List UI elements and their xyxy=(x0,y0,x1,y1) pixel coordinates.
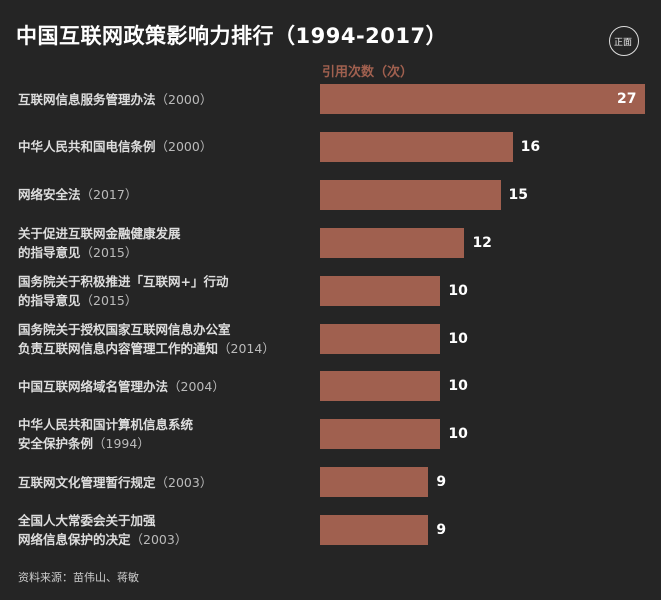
category-year: （2017） xyxy=(80,187,138,203)
bar xyxy=(320,467,429,498)
category-label: 互联网信息服务管理办法（2000） xyxy=(18,76,318,122)
data-label: 15 xyxy=(508,186,529,203)
bar-row: 中国互联网络域名管理办法（2004） 10 xyxy=(0,363,661,409)
bar-row: 国务院关于授权国家互联网信息办公室负责互联网信息内容管理工作的通知（2014） 1… xyxy=(0,316,661,362)
category-label: 互联网文化管理暂行规定（2003） xyxy=(18,459,318,505)
bar xyxy=(320,131,513,162)
category-label-line: 中华人民共和国电信条例（2000） xyxy=(18,139,213,155)
bar xyxy=(320,227,465,258)
category-year: （2000） xyxy=(155,139,213,155)
bar-row: 全国人大常委会关于加强网络信息保护的决定（2003） 9 xyxy=(0,507,661,553)
category-year: （2004） xyxy=(168,378,225,394)
bar-row: 关于促进互联网金融健康发展 的指导意见（2015） 12 xyxy=(0,220,661,266)
category-label: 全国人大常委会关于加强网络信息保护的决定（2003） xyxy=(18,507,318,553)
data-label: 10 xyxy=(448,282,468,299)
category-year: （2014） xyxy=(218,340,275,356)
category-label: 中华人民共和国计算机信息系统 安全保护条例（1994） xyxy=(18,411,318,457)
data-label: 27 xyxy=(617,91,637,107)
category-label: 中国互联网络域名管理办法（2004） xyxy=(18,363,318,409)
data-label: 9 xyxy=(436,522,447,539)
bar xyxy=(320,371,441,402)
bar-row: 互联网信息服务管理办法（2000） 27 xyxy=(0,76,661,122)
source-note: 资料来源：苗伟山、蒋敏 xyxy=(18,571,139,584)
category-label-line: 的指导意见（2015） xyxy=(18,244,138,260)
category-year: （2003） xyxy=(130,532,188,548)
category-year: （2015） xyxy=(80,292,138,308)
axis-label: 引用次数（次） xyxy=(322,65,414,80)
bar-row: 中华人民共和国计算机信息系统 安全保护条例（1994） 10 xyxy=(0,411,661,457)
category-label-line: 网络安全法（2017） xyxy=(18,187,138,203)
data-label: 10 xyxy=(448,378,468,395)
category-label-line: 中华人民共和国计算机信息系统 xyxy=(18,417,194,433)
category-label: 网络安全法（2017） xyxy=(18,172,318,218)
category-label-line: 安全保护条例（1994） xyxy=(18,436,150,452)
bar-row: 互联网文化管理暂行规定（2003） 9 xyxy=(0,459,661,505)
category-label-line: 全国人大常委会关于加强 xyxy=(18,513,156,529)
logo-icon: 正面 xyxy=(609,26,639,56)
bar xyxy=(320,323,441,354)
category-year: （2015） xyxy=(80,244,138,260)
chart-title: 中国互联网政策影响力排行（1994-2017） xyxy=(16,24,448,48)
bar-row: 中华人民共和国电信条例（2000） 16 xyxy=(0,124,661,170)
bar xyxy=(320,179,501,210)
category-year: （2003） xyxy=(155,474,213,490)
category-label: 关于促进互联网金融健康发展 的指导意见（2015） xyxy=(18,220,318,266)
category-label-line: 关于促进互联网金融健康发展 xyxy=(18,225,181,241)
category-year: （1994） xyxy=(93,436,150,452)
data-label: 16 xyxy=(520,138,541,155)
category-label: 国务院关于授权国家互联网信息办公室负责互联网信息内容管理工作的通知（2014） xyxy=(18,316,318,362)
data-label: 10 xyxy=(448,426,468,443)
data-label: 10 xyxy=(448,330,468,347)
data-label: 9 xyxy=(436,474,447,491)
category-label-line: 国务院关于积极推进「互联网+」行动 xyxy=(18,273,229,289)
category-year: （2000） xyxy=(155,91,213,107)
bar-row: 国务院关于积极推进「互联网+」行动 的指导意见（2015） 10 xyxy=(0,268,661,314)
bar xyxy=(320,275,441,306)
data-label: 12 xyxy=(472,234,492,251)
category-label-line: 网络信息保护的决定（2003） xyxy=(18,532,188,548)
bar xyxy=(320,84,645,114)
bar-row: 网络安全法（2017） 15 xyxy=(0,172,661,218)
bar xyxy=(320,419,441,450)
category-label-line: 的指导意见（2015） xyxy=(18,292,138,308)
category-label-line: 互联网文化管理暂行规定（2003） xyxy=(18,474,213,490)
category-label-line: 国务院关于授权国家互联网信息办公室 xyxy=(18,321,231,337)
category-label-line: 互联网信息服务管理办法（2000） xyxy=(18,91,213,107)
category-label: 中华人民共和国电信条例（2000） xyxy=(18,124,318,170)
category-label: 国务院关于积极推进「互联网+」行动 的指导意见（2015） xyxy=(18,268,318,314)
category-label-line: 负责互联网信息内容管理工作的通知（2014） xyxy=(18,340,275,356)
category-label-line: 中国互联网络域名管理办法（2004） xyxy=(18,378,225,394)
bar xyxy=(320,515,429,546)
